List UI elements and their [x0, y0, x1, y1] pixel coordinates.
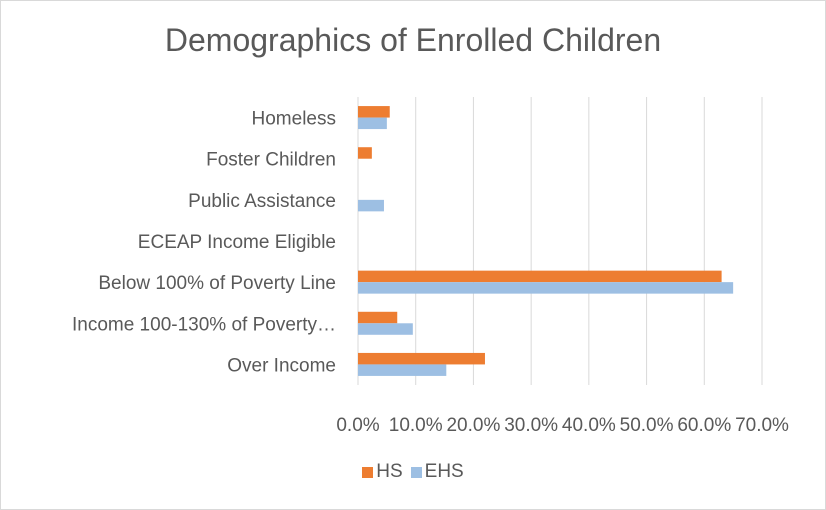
bar-hs [358, 352, 485, 365]
legend: HS EHS [0, 461, 826, 483]
bar-hs [358, 106, 390, 118]
category-label: Income 100-130% of Poverty… [72, 314, 336, 335]
bar-hs [358, 270, 722, 283]
bars [358, 106, 734, 376]
x-tick-label: 60.0% [677, 415, 731, 436]
legend-swatch-hs [362, 466, 374, 478]
x-tick-labels: 0.0% 10.0% 20.0% 30.0% 40.0% 50.0% 60.0% 70.0% [336, 415, 789, 436]
category-label: Below 100% of Poverty Line [98, 273, 336, 294]
x-tick-label: 20.0% [446, 415, 500, 436]
bar-hs [358, 311, 398, 324]
x-tick-label: 70.0% [735, 415, 789, 436]
legend-label-hs: HS [376, 461, 403, 482]
gridlines [357, 97, 763, 385]
legend-swatch-ehs [410, 466, 422, 478]
bar-hs [358, 147, 372, 159]
bar-ehs [358, 282, 734, 294]
x-tick-label: 10.0% [389, 415, 443, 436]
bar-ehs [358, 364, 447, 376]
bar-ehs [358, 199, 384, 212]
category-label: Public Assistance [188, 191, 336, 212]
category-label: Over Income [227, 355, 336, 376]
bar-ehs [358, 117, 387, 130]
legend-item-hs: HS [362, 461, 403, 483]
category-labels: Homeless Foster Children Public Assistance… [72, 109, 336, 377]
bar-ehs [358, 323, 413, 335]
x-tick-label: 0.0% [336, 415, 379, 436]
category-label: Foster Children [206, 150, 336, 171]
legend-label-ehs: EHS [424, 461, 464, 482]
category-label: Homeless [252, 109, 336, 130]
legend-item-ehs: EHS [410, 461, 464, 483]
x-tick-label: 30.0% [504, 415, 558, 436]
x-tick-label: 50.0% [620, 415, 674, 436]
category-label: ECEAP Income Eligible [138, 232, 336, 253]
x-tick-label: 40.0% [562, 415, 616, 436]
chart-title: Demographics of Enrolled Children [164, 22, 662, 58]
